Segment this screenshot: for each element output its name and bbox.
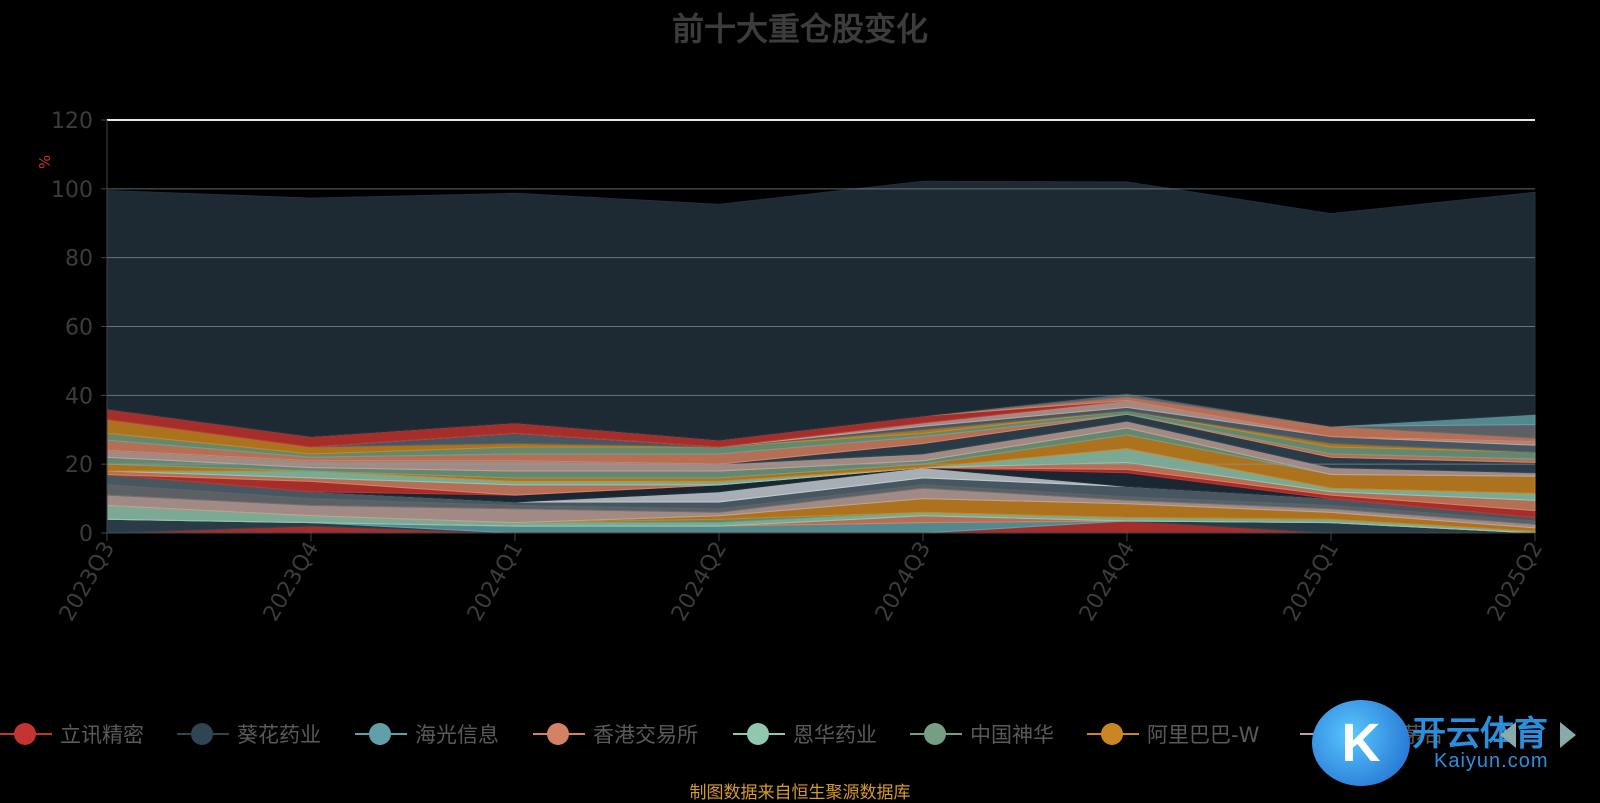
legend-prev-arrow-icon[interactable] — [1500, 722, 1516, 748]
legend-swatch-icon — [355, 722, 407, 746]
legend-dot — [547, 723, 569, 745]
source-note: 制图数据来自恒生聚源数据库 — [689, 783, 911, 803]
legend-label: 海光信息 — [415, 723, 499, 747]
watermark-logo: K 开云体育 Kaiyun.com — [1312, 700, 1582, 786]
x-tick-label: 2023Q4 — [259, 538, 324, 626]
x-tick-label: 2025Q1 — [1279, 538, 1344, 626]
series-area-29 — [106, 180, 1536, 441]
x-tick-label: 2024Q2 — [667, 538, 732, 626]
y-tick-label: 40 — [65, 384, 93, 409]
legend-item[interactable]: 中国神华 — [910, 716, 1054, 752]
legend-item[interactable]: 立讯精密 — [0, 716, 144, 752]
legend-dot — [191, 723, 213, 745]
legend-swatch-icon — [533, 722, 585, 746]
y-tick-label: 0 — [79, 522, 93, 547]
legend-swatch-icon — [910, 722, 962, 746]
legend-label: 立讯精密 — [60, 723, 144, 747]
legend-swatch-icon — [177, 722, 229, 746]
x-tick-label: 2024Q1 — [463, 538, 528, 626]
legend-dot — [14, 723, 36, 745]
legend-item[interactable]: 恩华药业 — [733, 716, 877, 752]
legend-swatch-icon — [733, 722, 785, 746]
x-tick-label: 2025Q2 — [1483, 538, 1548, 626]
legend-item[interactable]: 海光信息 — [355, 716, 499, 752]
legend-dot — [924, 723, 946, 745]
legend-item[interactable]: 香港交易所 — [533, 716, 698, 752]
chart-title: 前十大重仓股变化 — [671, 10, 928, 48]
logo-cn-text: 开云体育 — [1412, 714, 1548, 754]
y-tick-label: 20 — [65, 453, 93, 478]
legend-item[interactable]: 阿里巴巴-W — [1087, 716, 1259, 752]
logo-en-text: Kaiyun.com — [1434, 750, 1549, 772]
legend-swatch-icon — [1087, 722, 1139, 746]
y-tick-label: 60 — [65, 316, 93, 341]
logo-mark: K — [1312, 700, 1410, 786]
legend-pager — [1500, 722, 1600, 748]
x-tick-label: 2024Q3 — [871, 538, 936, 626]
legend-item[interactable]: 葵花药业 — [177, 716, 321, 752]
legend-label: 葵花药业 — [237, 723, 321, 747]
x-tick-label: 2023Q3 — [55, 538, 120, 626]
y-tick-label: 80 — [65, 247, 93, 272]
x-tick-label: 2024Q4 — [1075, 538, 1140, 626]
legend-dot — [369, 723, 391, 745]
y-tick-label: 100 — [51, 178, 93, 203]
legend-dot — [1101, 723, 1123, 745]
y-axis-label: % — [36, 155, 54, 169]
legend-next-arrow-icon[interactable] — [1560, 722, 1576, 748]
y-tick-label: 120 — [51, 109, 93, 134]
legend-swatch-icon — [0, 722, 52, 746]
legend-label: 香港交易所 — [593, 723, 698, 747]
legend-label: 中国神华 — [970, 723, 1054, 747]
legend-label: 恩华药业 — [793, 723, 877, 747]
legend-label: 阿里巴巴-W — [1147, 723, 1260, 747]
legend-dot — [747, 723, 769, 745]
chart-area: 0 20 40 60 80 100 120% 2023Q3 2023Q4 2024Q1 2024Q2… — [36, 109, 1548, 626]
